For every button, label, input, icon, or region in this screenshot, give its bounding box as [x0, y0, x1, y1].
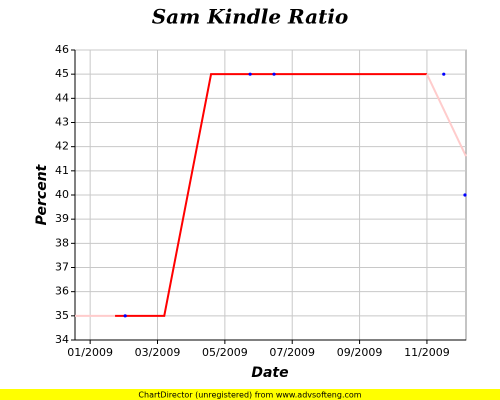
trend-line: [426, 73, 467, 157]
data-point: [123, 314, 127, 318]
footer: ChartDirector (unregistered) from www.ad…: [138, 391, 361, 400]
data-point: [272, 72, 276, 76]
x-tick-label: 09/2009: [337, 346, 383, 359]
y-tick-label: 41: [55, 164, 69, 177]
y-tick-label: 46: [55, 43, 69, 56]
chart-title: Sam Kindle Ratio: [152, 5, 349, 29]
y-tick-label: 37: [55, 261, 69, 274]
data-point: [463, 193, 467, 197]
x-tick-label: 03/2009: [135, 346, 181, 359]
y-tick-label: 40: [55, 188, 69, 201]
y-tick-label: 36: [55, 285, 69, 298]
y-tick-label: 45: [55, 67, 69, 80]
y-tick-label: 34: [55, 333, 69, 346]
y-tick-label: 38: [55, 236, 69, 249]
trend-line: [115, 73, 427, 317]
y-tick-label: 35: [55, 309, 69, 322]
x-axis-label: Date: [251, 365, 288, 381]
x-tick-label: 05/2009: [202, 346, 248, 359]
y-tick-label: 43: [55, 116, 69, 129]
x-tick-label: 07/2009: [269, 346, 315, 359]
y-tick-label: 39: [55, 212, 69, 225]
data-point: [442, 72, 446, 76]
y-tick-label: 44: [55, 91, 69, 104]
x-tick-label: 11/2009: [404, 346, 450, 359]
y-axis-label: Percent: [34, 163, 50, 225]
x-tick-label: 01/2009: [67, 346, 113, 359]
y-tick-label: 42: [55, 140, 69, 153]
footer-band: [0, 389, 500, 400]
data-point: [248, 72, 252, 76]
